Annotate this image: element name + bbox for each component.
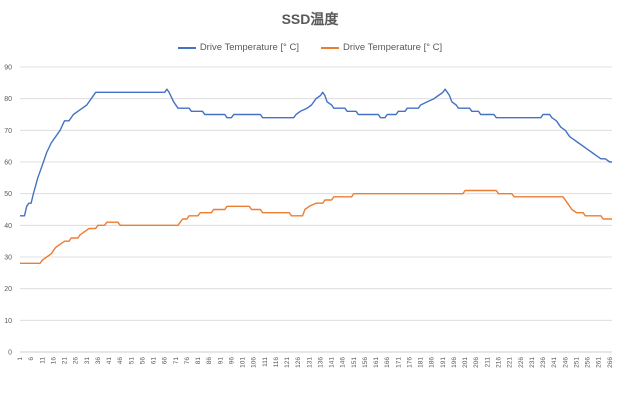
x-tick-label: 51 [128,357,135,365]
y-tick-label: 10 [4,318,12,325]
y-tick-label: 60 [4,160,12,167]
x-tick-label: 236 [540,357,547,368]
x-tick-label: 166 [384,357,391,368]
x-tick-label: 241 [551,357,558,368]
legend-item-series-1: Drive Temperature [° C] [177,42,299,53]
x-tick-label: 121 [284,357,291,368]
x-tick-label: 266 [607,357,614,368]
y-tick-label: 0 [8,350,12,357]
x-tick-label: 211 [484,357,491,368]
x-tick-label: 31 [84,357,91,365]
x-tick-label: 56 [139,357,146,365]
x-tick-label: 181 [418,357,425,368]
x-tick-label: 151 [351,357,358,368]
x-tick-label: 6 [28,357,35,361]
y-tick-label: 80 [4,96,12,103]
x-tick-label: 176 [406,357,413,368]
x-tick-label: 91 [217,357,224,365]
x-tick-label: 226 [518,357,525,368]
x-tick-label: 116 [273,357,280,368]
x-tick-label: 251 [573,357,580,368]
x-tick-label: 141 [329,357,336,368]
y-tick-label: 90 [4,65,12,72]
x-tick-label: 1 [17,357,24,361]
x-tick-label: 11 [39,357,46,364]
x-tick-label: 71 [173,357,180,365]
x-tick-label: 36 [95,357,102,365]
x-tick-label: 61 [151,357,158,365]
x-tick-label: 161 [373,357,380,368]
x-tick-label: 216 [495,357,502,368]
x-tick-label: 41 [106,357,113,365]
legend-label-series-2: Drive Temperature [° C] [343,42,443,53]
x-tick-label: 171 [395,357,402,368]
y-tick-label: 30 [4,255,12,262]
x-tick-label: 46 [117,357,124,365]
x-tick-label: 221 [507,357,514,368]
x-tick-label: 76 [184,357,191,365]
x-tick-label: 231 [529,357,536,368]
x-tick-label: 201 [462,357,469,368]
legend-swatch-orange [321,46,339,49]
x-tick-label: 246 [562,357,569,368]
x-tick-label: 146 [340,357,347,368]
x-tick-label: 86 [206,357,213,365]
series-line-orange [20,189,612,264]
series-line-blue [20,88,612,217]
y-tick-label: 40 [4,223,12,230]
x-tick-label: 191 [440,357,447,368]
legend-label-series-1: Drive Temperature [° C] [199,42,299,53]
x-tick-label: 66 [162,357,169,365]
x-tick-label: 196 [451,357,458,368]
y-tick-label: 70 [4,128,12,135]
legend: Drive Temperature [° C] Drive Temperatur… [0,42,620,53]
x-tick-label: 111 [262,357,269,367]
x-tick-label: 96 [228,357,235,365]
x-tick-label: 126 [295,357,302,368]
x-tick-label: 156 [362,357,369,368]
x-tick-label: 136 [317,357,324,368]
legend-swatch-blue [177,46,196,49]
x-tick-label: 256 [585,357,592,368]
x-tick-label: 106 [251,357,258,368]
x-tick-label: 26 [73,357,80,365]
x-tick-label: 186 [429,357,436,368]
x-tick-label: 131 [306,357,313,368]
x-tick-label: 206 [473,357,480,368]
y-tick-label: 20 [4,286,12,293]
x-tick-label: 261 [596,357,603,368]
x-tick-label: 81 [195,357,202,365]
x-tick-label: 21 [62,357,69,365]
x-tick-label: 16 [50,357,57,365]
x-tick-label: 101 [240,357,247,368]
y-tick-label: 50 [4,191,12,198]
chart-title: SSD温度 [281,11,339,27]
legend-item-series-2: Drive Temperature [° C] [321,42,442,53]
